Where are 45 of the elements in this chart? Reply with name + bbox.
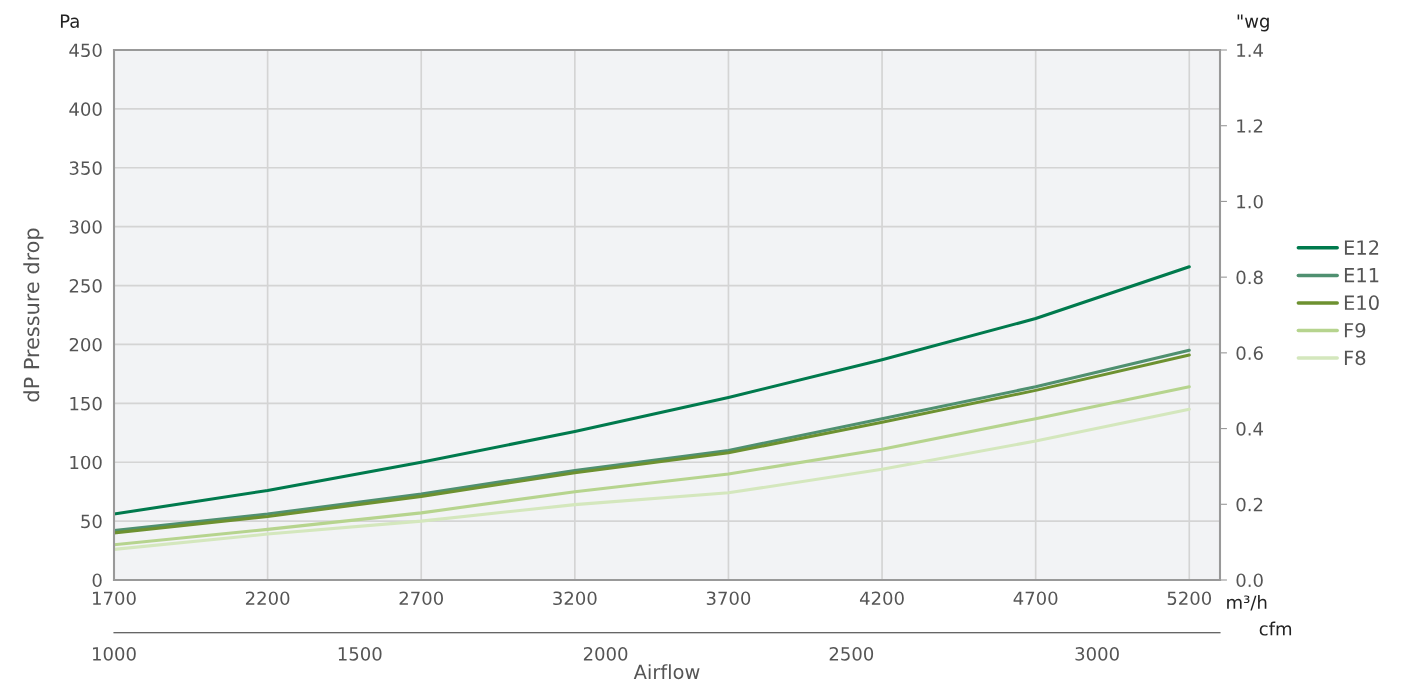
- text: Pa: [60, 14, 79, 28]
- text: m³/h: [1227, 595, 1267, 611]
- y-tick-label: 250: [69, 279, 102, 293]
- y-tick-label: 200: [69, 337, 102, 352]
- legend-label: F9: [1344, 322, 1366, 338]
- y2-tick-label: 0.2: [1236, 497, 1263, 512]
- x-tick-label: 5200: [1167, 591, 1212, 606]
- y-tick-label: 50: [81, 514, 102, 529]
- y-axis-title: dP Pressure drop: [23, 228, 44, 402]
- y-tick-label: 450: [69, 43, 102, 58]
- line-series: [114, 265, 1191, 516]
- legend-label: E10: [1344, 295, 1379, 311]
- x-tick-label: 4700: [1013, 591, 1058, 606]
- legend-label: E12: [1344, 240, 1379, 255]
- x-axis-title: Airflow: [633, 664, 700, 680]
- line-series: [114, 407, 1191, 551]
- y2-axis-title: "wg: [1237, 14, 1269, 32]
- y-tick-label: 0: [92, 573, 102, 588]
- y-tick-label: 100: [70, 455, 102, 470]
- x2-tick-label: 1000: [93, 646, 136, 661]
- x2-tick-label: 2000: [583, 646, 628, 661]
- x2-tick-label: 1500: [338, 646, 382, 661]
- x-tick-label: 3700: [706, 591, 751, 606]
- y2-tick-label: 1.2: [1237, 119, 1263, 133]
- x2-tick-label: 3000: [1075, 646, 1119, 661]
- x-tick-label: 2700: [399, 591, 443, 606]
- line-series: [114, 385, 1191, 547]
- y-tick-label: 400: [69, 102, 102, 117]
- y-tick-label: 300: [69, 220, 102, 234]
- legend-label: E11: [1344, 268, 1379, 283]
- y2-tick-label: 0.4: [1236, 422, 1263, 436]
- y-tick-label: 150: [70, 396, 102, 411]
- x2-tick-label: 2500: [829, 646, 874, 661]
- x-tick-label: 3200: [553, 591, 597, 606]
- y2-tick-label: 1.4: [1237, 43, 1263, 57]
- x2-axis-title: cfm: [1259, 621, 1292, 636]
- y2-tick-label: 0.6: [1236, 346, 1263, 360]
- x-tick-label: 4200: [859, 591, 904, 606]
- x-tick-label: 2200: [245, 591, 290, 606]
- x-tick-label: 1700: [93, 591, 136, 606]
- legend-label: F8: [1344, 350, 1366, 366]
- y2-tick-label: 1.0: [1237, 194, 1263, 209]
- y2-tick-label: 0.0: [1236, 573, 1263, 588]
- y-tick-label: 350: [69, 161, 102, 175]
- y2-tick-label: 0.8: [1236, 270, 1263, 285]
